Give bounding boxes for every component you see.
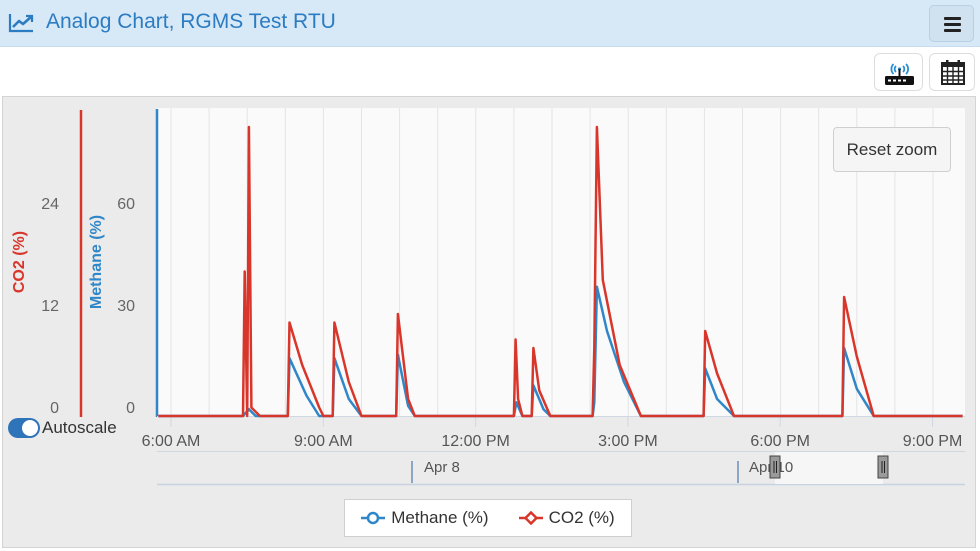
navigator-selection[interactable] bbox=[775, 452, 883, 484]
methane-axis-title: Methane (%) bbox=[88, 214, 105, 310]
autoscale-label: Autoscale bbox=[42, 418, 117, 437]
navigator-label: Apr 8 bbox=[424, 459, 460, 476]
co2-series-line bbox=[158, 125, 963, 418]
y-axis-labels: 0 12 24 0 30 60 bbox=[41, 196, 135, 417]
y-tick-label: 60 bbox=[117, 196, 135, 213]
navigator-right-handle[interactable] bbox=[877, 455, 889, 479]
x-tick-label: 9:00 PM bbox=[903, 433, 963, 450]
hamburger-menu-icon bbox=[944, 17, 961, 20]
legend-label: CO2 (%) bbox=[548, 508, 615, 527]
chart-legend: Methane (%) CO2 (%) bbox=[344, 499, 632, 537]
menu-button[interactable] bbox=[929, 5, 974, 42]
x-tick-label: 9:00 AM bbox=[294, 433, 353, 450]
calendar-icon bbox=[941, 60, 965, 85]
line-chart-icon bbox=[8, 14, 34, 33]
legend-label: Methane (%) bbox=[391, 508, 489, 527]
y-tick-label: 12 bbox=[41, 298, 59, 315]
toggle-switch[interactable] bbox=[8, 418, 40, 438]
rtu-router-icon bbox=[885, 63, 914, 85]
y-tick-label: 30 bbox=[117, 298, 135, 315]
y-tick-label: 0 bbox=[126, 400, 135, 417]
gridlines bbox=[170, 108, 934, 416]
autoscale-toggle[interactable]: Autoscale bbox=[8, 417, 117, 439]
calendar-button[interactable] bbox=[929, 53, 975, 91]
hamburger-menu-icon bbox=[944, 29, 961, 32]
legend-item-methane[interactable]: Methane (%) bbox=[361, 508, 489, 528]
x-tick-label: 12:00 PM bbox=[441, 433, 509, 450]
reset-zoom-button[interactable]: Reset zoom bbox=[833, 127, 951, 172]
legend-item-co2[interactable]: CO2 (%) bbox=[518, 508, 615, 528]
x-axis-labels: 6:00 AM 9:00 AM 12:00 PM 3:00 PM 6:00 PM 9:00… bbox=[142, 417, 963, 450]
page-title: Analog Chart, RGMS Test RTU bbox=[46, 10, 336, 33]
x-tick-label: 3:00 PM bbox=[598, 433, 658, 450]
diamond-marker-icon bbox=[518, 511, 543, 525]
app-header: Analog Chart, RGMS Test RTU bbox=[0, 0, 980, 47]
navigator-left-handle[interactable] bbox=[769, 455, 781, 479]
x-tick-label: 6:00 AM bbox=[142, 433, 201, 450]
y-tick-label: 24 bbox=[41, 196, 59, 213]
co2-axis-title: CO2 (%) bbox=[11, 230, 28, 294]
x-tick-label: 6:00 PM bbox=[750, 433, 810, 450]
navigator[interactable]: Apr 8 Apr 10 bbox=[157, 451, 965, 486]
rtu-button[interactable] bbox=[874, 53, 923, 91]
circle-marker-icon bbox=[361, 511, 386, 525]
hamburger-menu-icon bbox=[944, 23, 961, 26]
y-tick-label: 0 bbox=[50, 400, 59, 417]
